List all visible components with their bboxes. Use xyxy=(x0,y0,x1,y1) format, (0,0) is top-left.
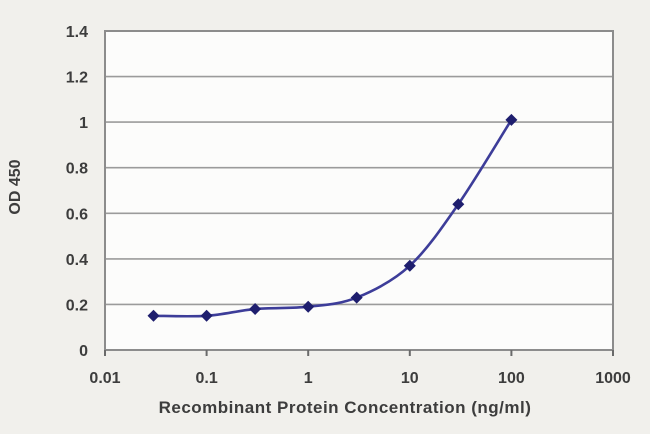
data-point-marker xyxy=(505,113,518,126)
data-point-marker xyxy=(350,291,363,304)
data-point-marker xyxy=(452,198,465,211)
y-tick-label: 1.4 xyxy=(66,24,88,41)
x-tick-label: 100 xyxy=(498,370,525,387)
data-point-marker xyxy=(200,309,213,322)
x-axis-title: Recombinant Protein Concentration (ng/ml… xyxy=(158,398,532,417)
x-tick-label: 0.01 xyxy=(89,370,120,387)
y-tick-label: 0.6 xyxy=(66,206,88,223)
y-tick-label: 1 xyxy=(79,115,88,132)
data-point-marker xyxy=(302,300,315,313)
y-axis-title: OD 450 xyxy=(7,159,24,215)
y-tick-label: 1.2 xyxy=(66,70,88,87)
y-tick-label: 0.8 xyxy=(66,161,88,178)
plot-border xyxy=(104,30,614,351)
x-tick-label: 0.1 xyxy=(195,370,217,387)
plot-background xyxy=(105,31,613,350)
y-tick-label: 0 xyxy=(79,343,88,360)
x-tick-label: 1 xyxy=(304,370,313,387)
data-point-marker xyxy=(249,303,262,315)
x-tick-label: 10 xyxy=(401,370,419,387)
y-tick-label: 0.4 xyxy=(66,252,88,269)
x-tick-label: 1000 xyxy=(595,370,631,387)
data-point-marker xyxy=(403,259,416,272)
data-point-marker xyxy=(147,309,160,322)
y-tick-label: 0.2 xyxy=(66,297,88,314)
